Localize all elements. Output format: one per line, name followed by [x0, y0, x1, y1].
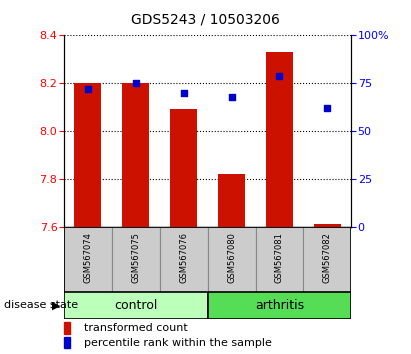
Bar [266, 52, 293, 227]
Text: ▶: ▶ [52, 300, 60, 310]
Text: arthritis: arthritis [255, 299, 304, 312]
Point [276, 73, 283, 78]
Bar [171, 109, 197, 227]
Point [324, 105, 331, 111]
FancyBboxPatch shape [303, 227, 351, 292]
Text: transformed count: transformed count [84, 324, 187, 333]
FancyBboxPatch shape [256, 227, 303, 292]
Text: percentile rank within the sample: percentile rank within the sample [84, 338, 272, 348]
Point [180, 90, 187, 96]
Text: control: control [114, 299, 157, 312]
Text: GDS5243 / 10503206: GDS5243 / 10503206 [131, 12, 280, 27]
Bar [314, 224, 341, 227]
FancyBboxPatch shape [64, 292, 208, 319]
Bar [64, 337, 70, 348]
Text: GSM567074: GSM567074 [83, 233, 92, 284]
FancyBboxPatch shape [159, 227, 208, 292]
FancyBboxPatch shape [112, 227, 159, 292]
Text: GSM567081: GSM567081 [275, 233, 284, 284]
Point [132, 80, 139, 86]
Point [84, 86, 91, 92]
FancyBboxPatch shape [64, 227, 112, 292]
FancyBboxPatch shape [208, 227, 256, 292]
Text: GSM567076: GSM567076 [179, 233, 188, 284]
Bar [64, 322, 70, 334]
Bar [122, 83, 149, 227]
Text: disease state: disease state [4, 300, 78, 310]
Text: GSM567075: GSM567075 [131, 233, 140, 284]
Text: GSM567080: GSM567080 [227, 233, 236, 284]
FancyBboxPatch shape [208, 292, 351, 319]
Text: GSM567082: GSM567082 [323, 233, 332, 284]
Bar [218, 174, 245, 227]
Bar [74, 83, 101, 227]
Point [228, 94, 235, 99]
